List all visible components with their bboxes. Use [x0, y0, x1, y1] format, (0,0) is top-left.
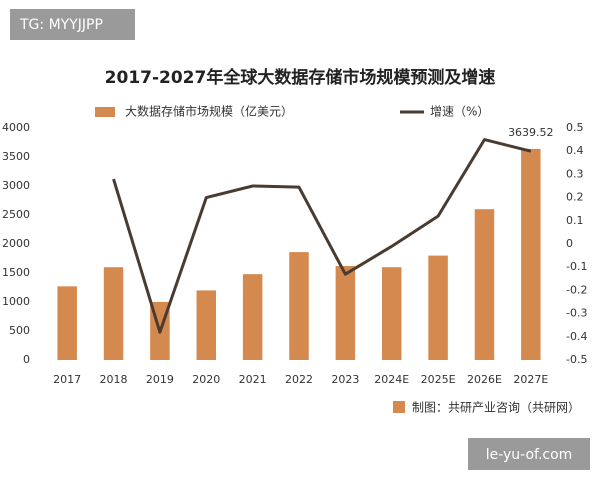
- x-tick-label: 2026E: [467, 373, 502, 386]
- bar: [381, 267, 402, 360]
- x-tick-label: 2022: [285, 373, 313, 386]
- y-tick-label: 1500: [2, 266, 30, 279]
- bar: [57, 286, 77, 360]
- y2-tick-label: 0.2: [566, 191, 584, 204]
- y-tick-label: 0: [23, 353, 30, 366]
- x-tick-label: 2024E: [374, 373, 409, 386]
- y2-tick-label: 0: [566, 237, 573, 250]
- watermark-box: [10, 9, 135, 40]
- bar: [521, 148, 541, 360]
- y2-tick-label: -0.4: [566, 330, 587, 343]
- bar: [335, 266, 356, 360]
- x-tick-label: 2027E: [513, 373, 548, 386]
- y2-tick-label: -0.1: [566, 260, 587, 273]
- bar: [103, 267, 124, 360]
- y-tick-label: 1000: [2, 295, 30, 308]
- y-tick-label: 2000: [2, 237, 30, 250]
- site: le-yu-of.com: [486, 447, 573, 463]
- y-tick-label: 2500: [2, 208, 30, 221]
- bar: [289, 252, 309, 360]
- line: [112, 138, 532, 334]
- x-tick-label: 2023: [331, 373, 359, 386]
- y2-tick-label: 0.3: [566, 167, 584, 180]
- y-tick-label: 4000: [2, 121, 30, 134]
- bar: [474, 209, 495, 360]
- legend-swatch: [95, 107, 115, 117]
- x-tick-label: 2017: [53, 373, 81, 386]
- y2-tick-label: -0.3: [566, 307, 587, 320]
- x-tick-label: 2019: [146, 373, 174, 386]
- y-tick-label: 500: [9, 324, 30, 337]
- legend-label: 大数据存储市场规模（亿美元）: [125, 104, 293, 119]
- chart-title: 2017-2027年全球大数据存储市场规模预测及增速: [105, 67, 496, 88]
- site-box: [468, 438, 590, 470]
- x-tick-label: 2018: [100, 373, 128, 386]
- x-tick-label: 2020: [192, 373, 220, 386]
- y-tick-label: 3000: [2, 179, 30, 192]
- y2-tick-label: 0.1: [566, 214, 584, 227]
- y-tick-label: 3500: [2, 150, 30, 163]
- y2-tick-label: 0.5: [566, 121, 584, 134]
- y2-tick-label: -0.5: [566, 353, 587, 366]
- legend-label: 增速（%）: [430, 105, 489, 119]
- x-tick-label: 2025E: [421, 373, 456, 386]
- x-tick-label: 2021: [239, 373, 267, 386]
- y2-tick-label: -0.2: [566, 283, 587, 296]
- watermark: TG: MYYJJPP: [19, 17, 103, 33]
- source: 制图：共研产业咨询（共研网）: [412, 400, 580, 415]
- y2-tick-label: 0.4: [566, 144, 584, 157]
- bar: [428, 255, 448, 360]
- bar: [196, 290, 217, 360]
- data-label: 3639.52: [508, 126, 554, 139]
- bar: [242, 274, 263, 360]
- source-icon: [393, 401, 405, 413]
